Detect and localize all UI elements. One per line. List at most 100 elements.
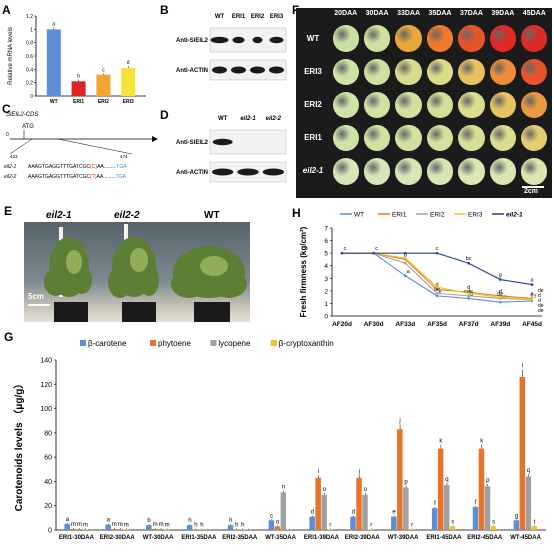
sig-letter-g: h [188,518,191,524]
fruit-col-label: 39DAA [491,10,515,17]
fruit-image [426,25,454,52]
blot-band-actin [269,66,284,74]
sig-letter-g: m [71,522,76,528]
blot-band-target [252,36,263,44]
sig-letter-a: d [127,60,130,66]
panel-letter-d: D [160,108,169,122]
blot-band-actin [231,66,246,74]
sig-letter-h: c [436,246,439,252]
pos-label-2: 474 [120,154,128,159]
legend-label-g: phytoene [158,339,191,348]
x-tick-label-a: WT [50,99,58,105]
sig-letter-g: m [153,522,158,528]
sig-letter-g: m [124,522,129,528]
legend-label-h: eil2-1 [506,212,523,219]
blot-band-actin [237,168,259,176]
y-axis-label-h: Fresh firmness (kg/cm²) [299,226,308,317]
bar-a-eri3 [121,68,136,96]
row-label-1: Anti-SlEIL2 [176,38,209,44]
y-tick-label-h: 0 [324,314,328,321]
x-tick-label-g: WT-39DAA [388,535,419,541]
photo-label-eil2-2: eil2-2 [114,210,140,221]
panel-letter-b: B [160,3,169,17]
bar-g [105,524,111,530]
sig-letter-g: m [165,522,170,528]
sig-letter-h: d [467,285,470,291]
sequence-diagram-c: SlEIL2-CDS ATG 0 423 474 eil2-1 AAAGTGAGGTTTGA… [4,112,158,180]
y-tick-label-h: 7 [324,226,328,233]
sig-letter-g: q [527,468,530,474]
y-tick-label-g: 20 [44,503,52,510]
series-point-h [467,297,470,300]
panel-letter-a: A [2,3,11,17]
bar-g [525,476,532,530]
bar-g [268,520,275,530]
legend-swatch-g [80,340,86,346]
x-tick-label-g: ERI1-45DAA [426,535,462,541]
bar-g [368,529,374,530]
series-point-h [467,292,470,295]
sig-letter-g: r [370,522,372,528]
sig-letter-h: cde [464,289,473,295]
blot-band-actin [212,66,227,74]
fruit-image [458,58,485,85]
legend-label-g: β-cryptoxanthin [279,339,334,348]
sig-letter-h: f [534,294,536,300]
plant-photo-image [24,222,250,322]
fruit-image [395,158,422,185]
sig-letter-g: j [358,469,360,475]
x-tick-label-a: ERI2 [98,99,109,105]
chart-a: 0 0.2 0.4 0.6 0.8 1 1.2 Relative mRNA levels a WT… [8,14,146,105]
bar-g [192,529,199,530]
bar-g [64,523,70,530]
blot-band-target [210,36,229,44]
blot-band-target [212,138,233,146]
y-tick-label-a: 0 [30,94,33,100]
fruit-scale-bar [522,186,544,188]
sig-letter-g: o [323,487,327,493]
lane-label: WT [218,116,228,122]
legend-label-h: ERI3 [468,212,483,219]
sig-letter-g: i [318,469,319,475]
bar-g [531,526,538,530]
row-label-1: Anti-SlEIL2 [176,140,209,146]
x-tick-label-h: AF45d [522,321,542,328]
series-point-h [404,256,407,260]
y-tick-label-g: 100 [40,406,52,413]
fruit-col-label: 45DAA [522,10,546,17]
sig-letter-h: c [344,246,347,252]
sig-letter-g: m [77,522,82,528]
fruit-image [489,58,517,85]
x-tick-label-g: ERI2-45DAA [467,535,503,541]
sig-letter-g: f [434,501,436,507]
sig-letter-h-extra: de [538,303,544,309]
bar-g [397,429,403,530]
y-tick-label-g: 140 [40,358,52,365]
series-point-h [467,294,470,298]
panel-letter-g: G [4,330,14,344]
sig-letter-g: d [311,510,314,516]
sig-letter-g: s [451,519,454,525]
series-line-h [342,252,533,286]
blot-band-target [269,36,284,44]
bar-g [519,377,526,530]
series-point-h [530,283,534,286]
zoom-line-left [9,138,33,155]
bar-g [198,529,205,530]
bar-g [409,529,415,530]
sig-letter-g: m [118,522,123,528]
pos-label-1: 423 [10,154,18,159]
bar-g [123,529,129,530]
sig-letter-g: h [241,522,244,528]
fruit-col-label: 35DAA [428,10,452,17]
fruit-image [458,25,485,52]
bar-g [484,486,491,530]
series-point-h [435,251,439,255]
fruit-image [458,124,485,152]
x-tick-label-g: ERI1-35DAA [181,535,217,541]
fruit-image [489,158,517,185]
series-point-h [435,288,439,291]
bar-g [321,494,327,530]
series-point-h [467,261,470,265]
seq-text: AAAGTGAGGTTTGATCGC(T)AA.........TGA [28,174,127,180]
